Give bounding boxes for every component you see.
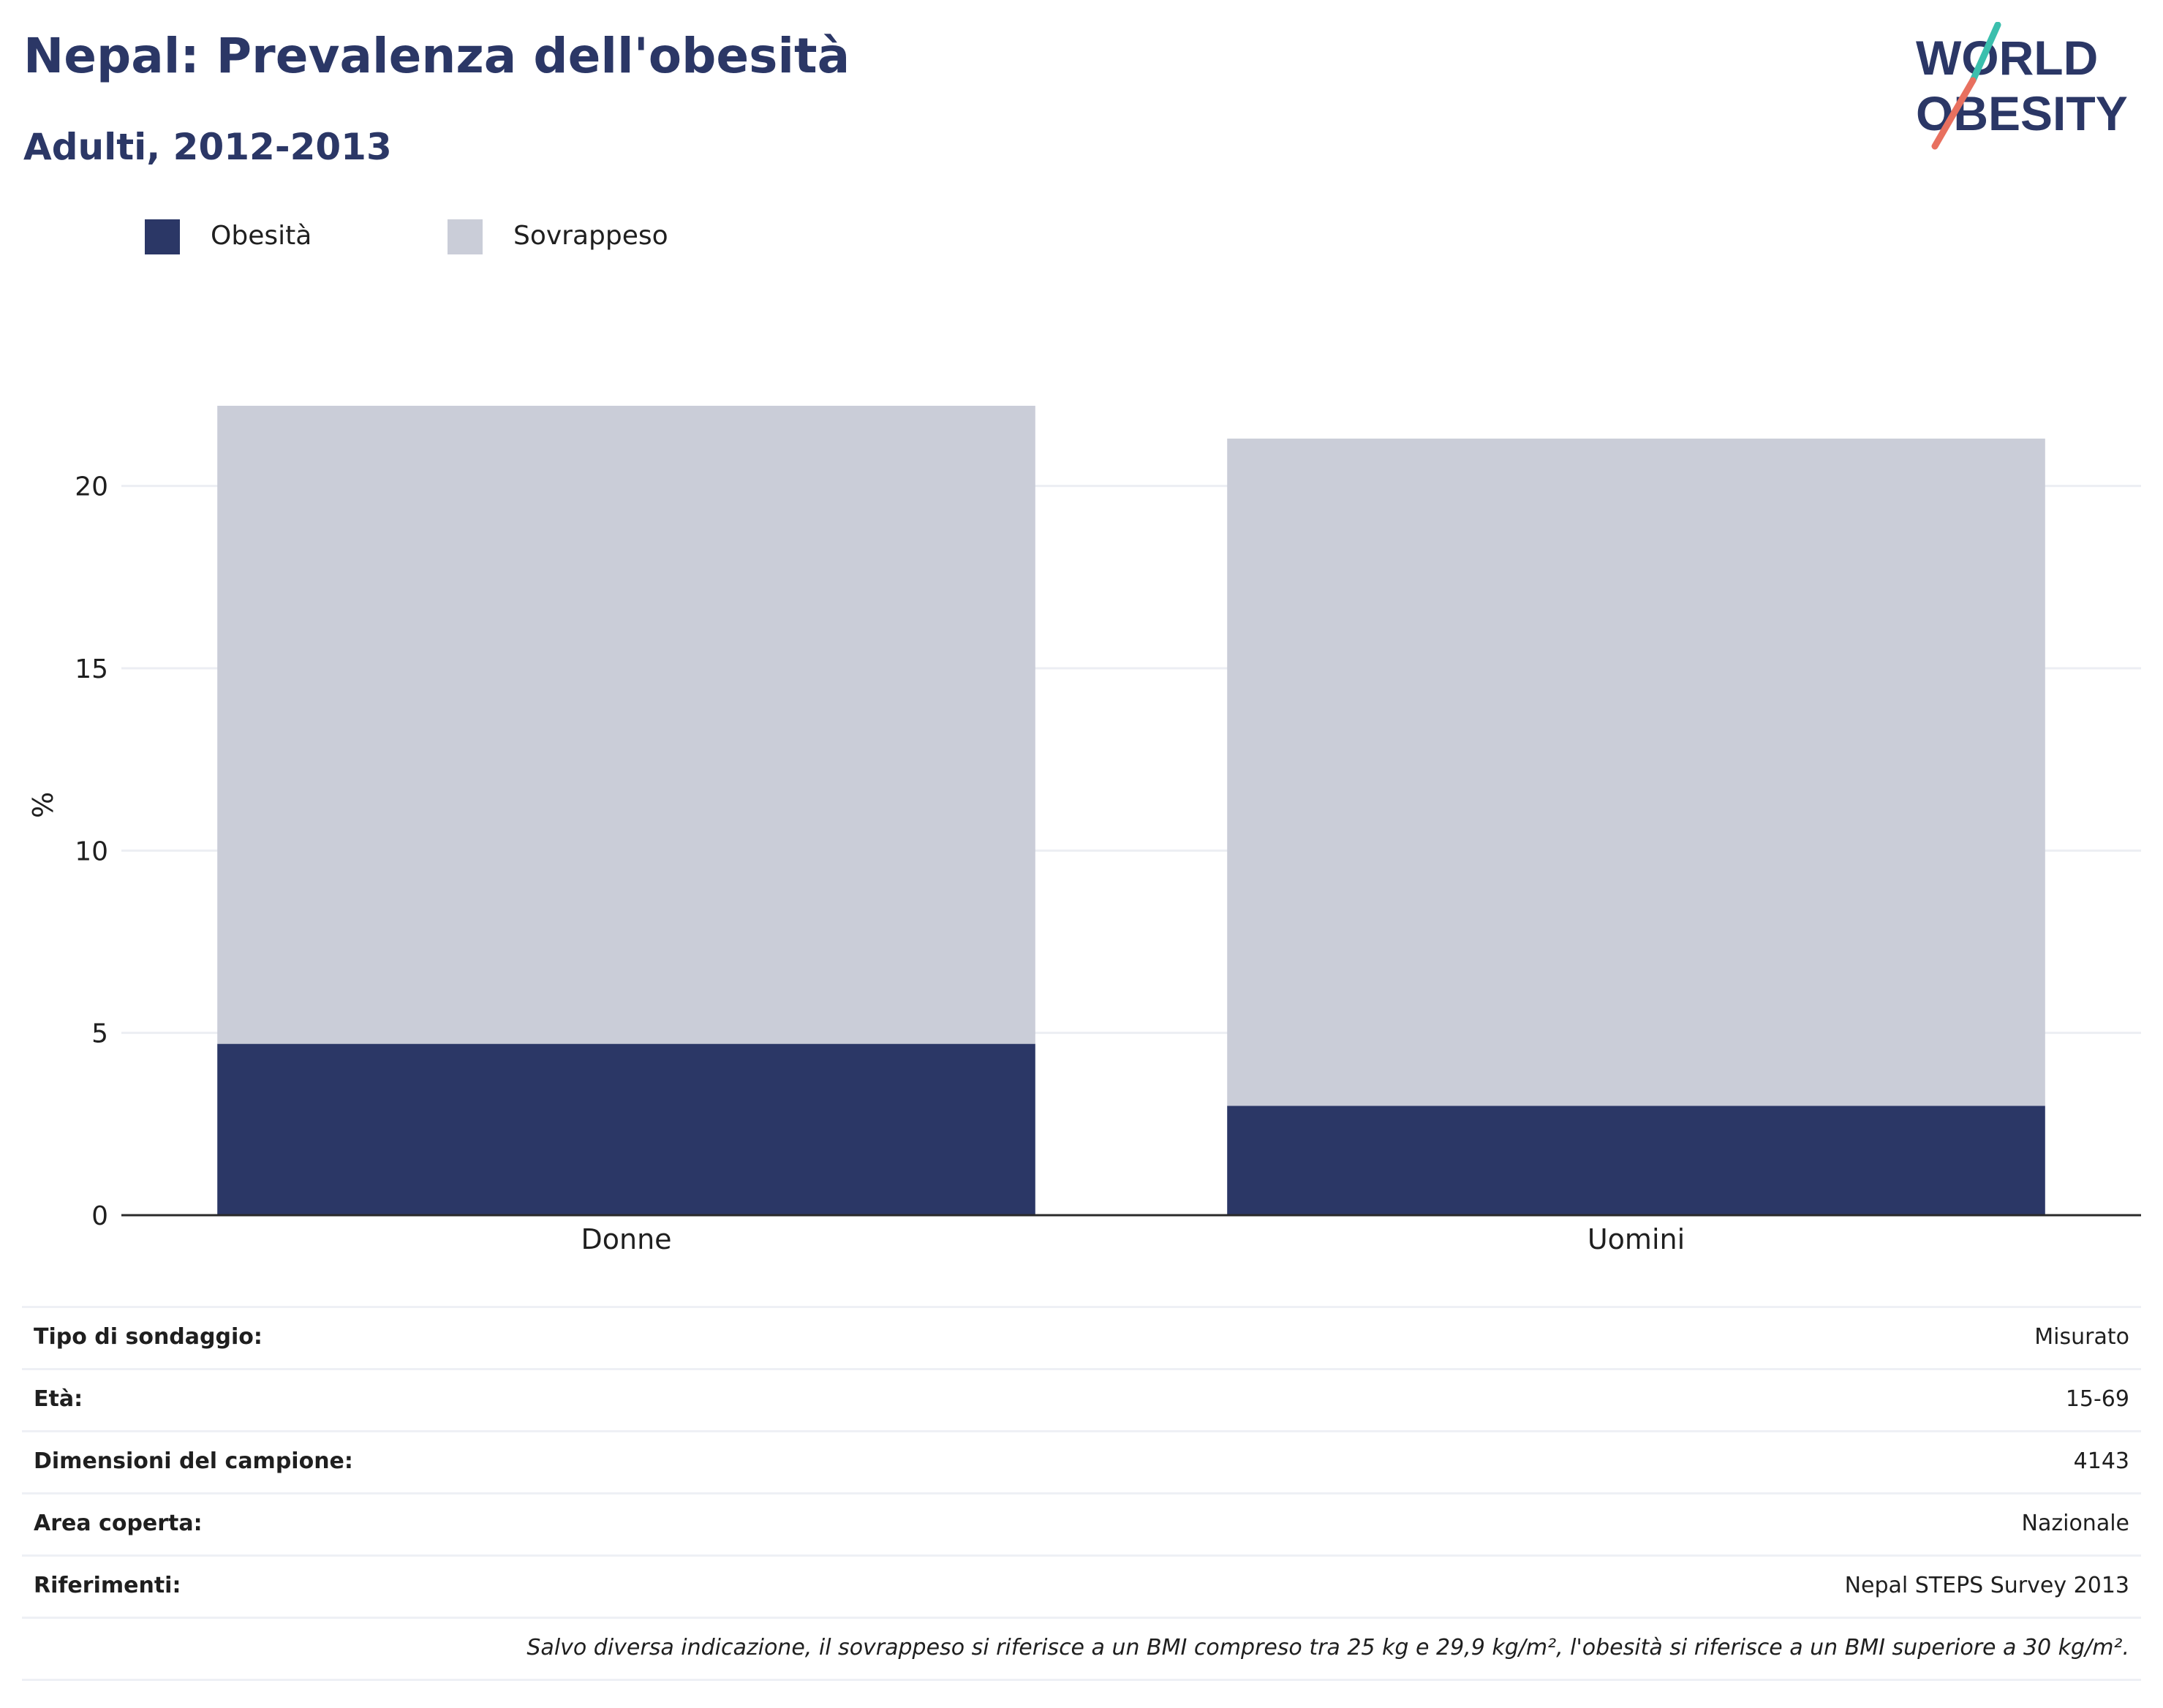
y-tick-label: 15 xyxy=(75,654,108,684)
logo-slash-bottom xyxy=(1931,77,1977,150)
legend-swatch-obesity xyxy=(145,219,180,254)
y-tick-label: 0 xyxy=(91,1201,108,1231)
logo-word-obesity: OBESITY xyxy=(1916,86,2128,140)
x-tick-label: Donne xyxy=(581,1223,671,1255)
bar-overweight-donne xyxy=(217,405,1035,1044)
info-row-survey-type: Tipo di sondaggio: Misurato xyxy=(22,1306,2141,1368)
info-value: 4143 xyxy=(2073,1448,2129,1474)
info-value: Misurato xyxy=(2034,1324,2129,1350)
info-label: Tipo di sondaggio: xyxy=(34,1324,263,1350)
world-obesity-logo: WORLD OBESITY xyxy=(1916,22,2128,150)
x-tick-label: Uomini xyxy=(1588,1223,1685,1255)
page-subtitle: Adulti, 2012-2013 xyxy=(23,126,392,168)
legend-label-obesity: Obesità xyxy=(211,221,312,251)
y-tick-label: 10 xyxy=(75,836,108,866)
bar-obesity-donne xyxy=(217,1043,1035,1215)
info-label: Età: xyxy=(34,1386,83,1412)
y-axis-label: % xyxy=(27,792,59,818)
survey-info-table: Tipo di sondaggio: Misurato Età: 15-69 D… xyxy=(22,1306,2141,1681)
info-row-sample-size: Dimensioni del campione: 4143 xyxy=(22,1430,2141,1492)
y-tick-label: 5 xyxy=(91,1019,108,1049)
page-title: Nepal: Prevalenza dell'obesità xyxy=(23,28,850,84)
bmi-definition-note: Salvo diversa indicazione, il sovrappeso… xyxy=(526,1635,2129,1660)
info-row-references: Riferimenti: Nepal STEPS Survey 2013 xyxy=(22,1554,2141,1617)
legend-label-overweight: Sovrappeso xyxy=(513,221,668,251)
info-value: Nazionale xyxy=(2021,1511,2129,1536)
info-value: 15-69 xyxy=(2065,1386,2129,1412)
bar-obesity-uomini xyxy=(1227,1106,2045,1215)
info-label: Dimensioni del campione: xyxy=(34,1448,353,1474)
info-note-row: Salvo diversa indicazione, il sovrappeso… xyxy=(22,1617,2141,1681)
info-value: Nepal STEPS Survey 2013 xyxy=(1844,1573,2129,1598)
info-label: Riferimenti: xyxy=(34,1573,181,1598)
bar-chart: 0 5 10 15 20% Donne Uomini xyxy=(27,405,2141,1255)
info-row-area: Area coperta: Nazionale xyxy=(22,1492,2141,1554)
bar-overweight-uomini xyxy=(1227,438,2045,1106)
logo-word-world: WORLD xyxy=(1916,31,2098,85)
info-label: Area coperta: xyxy=(34,1511,203,1536)
info-row-age: Età: 15-69 xyxy=(22,1368,2141,1430)
legend-swatch-overweight xyxy=(448,219,483,254)
logo-slash-top xyxy=(1969,22,2001,84)
y-tick-label: 20 xyxy=(75,472,108,502)
